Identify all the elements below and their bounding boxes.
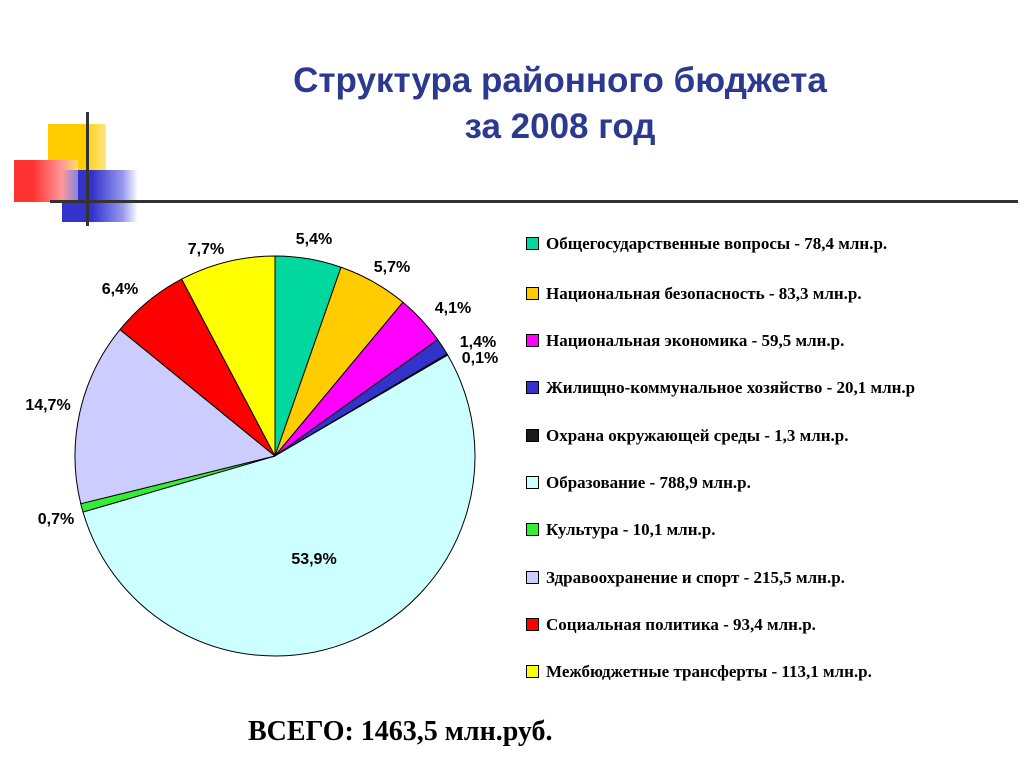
legend-label: Общегосударственные вопросы - 78,4 млн.р… — [546, 234, 888, 253]
legend-item-national-economy: Национальная экономика - 59,5 млн.р. — [522, 329, 1002, 352]
legend-swatch — [526, 237, 539, 250]
pie-slice-7 — [74, 329, 276, 505]
legend-swatch — [526, 571, 539, 584]
legend-label: Охрана окружающей среды - 1,3 млн.р. — [546, 426, 849, 445]
legend-item-social-policy: Социальная политика - 93,4 млн.р. — [522, 613, 1002, 636]
legend-swatch — [526, 381, 539, 394]
title-line-2: за 2008 год — [464, 107, 656, 146]
legend-label: Здравоохранение и спорт - 215,5 млн.р. — [546, 568, 845, 587]
pie-percent-label-0: 5,4% — [296, 231, 332, 248]
legend-label: Культура - 10,1 млн.р. — [546, 520, 716, 539]
title-line-1: Структура районного бюджета — [293, 61, 827, 100]
legend-label: Жилищно-коммунальное хозяйство - 20,1 мл… — [546, 378, 916, 397]
legend-item-interbudget-transfers: Межбюджетные трансферты - 113,1 млн.р. — [522, 660, 1002, 683]
deco-horizontal-line — [50, 200, 1018, 203]
legend-label: Межбюджетные трансферты - 113,1 млн.р. — [546, 662, 872, 681]
legend-item-education: Образование - 788,9 млн.р. — [522, 471, 1002, 494]
legend-swatch — [526, 287, 539, 300]
legend-label: Национальная экономика - 59,5 млн.р. — [546, 331, 845, 350]
legend-label: Национальная безопасность - 83,3 млн.р. — [546, 284, 862, 303]
slide-title: Структура районного бюджета за 2008 год — [200, 58, 920, 150]
legend-item-national-security: Национальная безопасность - 83,3 млн.р. — [522, 282, 1002, 305]
pie-percent-label-7: 14,7% — [25, 397, 70, 414]
legend-swatch — [526, 429, 539, 442]
legend-swatch — [526, 523, 539, 536]
pie-percent-label-2: 4,1% — [435, 300, 471, 317]
pie-percent-label-5: 53,9% — [291, 551, 336, 568]
legend-item-housing-utilities: Жилищно-коммунальное хозяйство - 20,1 мл… — [522, 376, 1002, 399]
pie-percent-label-1: 5,7% — [374, 259, 410, 276]
deco-vertical-line — [86, 112, 89, 226]
legend-item-culture: Культура - 10,1 млн.р. — [522, 518, 1002, 541]
pie-percent-label-6: 0,7% — [38, 511, 74, 528]
pie-slice-5 — [82, 354, 476, 657]
pie-percent-label-9: 7,7% — [188, 241, 224, 258]
legend-swatch — [526, 334, 539, 347]
legend-item-healthcare-sport: Здравоохранение и спорт - 215,5 млн.р. — [522, 566, 1002, 589]
pie-slices — [74, 255, 476, 657]
legend-swatch — [526, 476, 539, 489]
pie-percent-label-3: 1,4% — [460, 334, 496, 351]
legend-label: Образование - 788,9 млн.р. — [546, 473, 751, 492]
deco-red-bar — [14, 160, 78, 202]
budget-total: ВСЕГО: 1463,5 млн.руб. — [248, 716, 553, 747]
pie-percent-label-4: 0,1% — [462, 350, 498, 367]
legend-item-environment: Охрана окружающей среды - 1,3 млн.р. — [522, 424, 1002, 447]
legend-item-general-affairs: Общегосударственные вопросы - 78,4 млн.р… — [522, 232, 1002, 255]
pie-percent-label-8: 6,4% — [102, 281, 138, 298]
legend-swatch — [526, 665, 539, 678]
pie-chart: 5,4% 5,7% 4,1% 1,4%0,1% 53,9% 0,7% 14,7% 6,4% 7,… — [25, 231, 498, 657]
legend-label: Социальная политика - 93,4 млн.р. — [546, 615, 816, 634]
legend-swatch — [526, 618, 539, 631]
pie-slice-9 — [181, 255, 276, 457]
pie-percent-labels: 5,4% 5,7% 4,1% 1,4%0,1% 53,9% 0,7% 14,7% 6,4% 7,… — [25, 231, 498, 568]
